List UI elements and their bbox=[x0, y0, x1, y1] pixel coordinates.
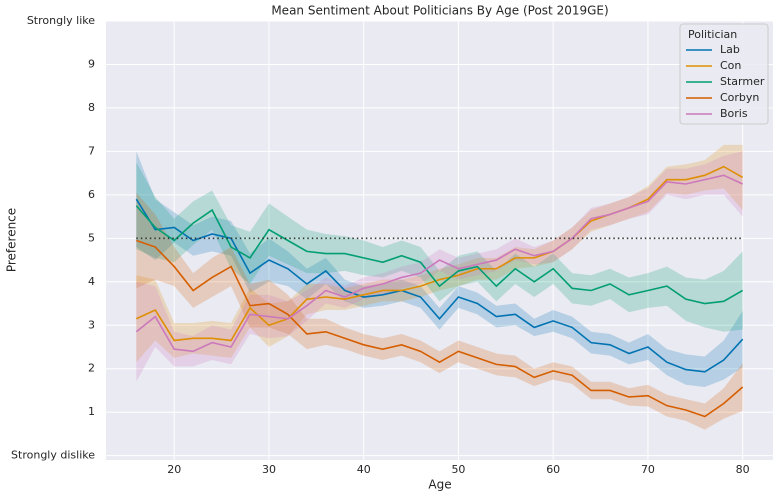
grid bbox=[106, 20, 773, 460]
x-tick-label: 50 bbox=[451, 463, 465, 476]
legend: Lab Con Starmer Corbyn Boris bbox=[686, 43, 765, 120]
x-tick-label: 40 bbox=[357, 463, 371, 476]
x-tick-label: 30 bbox=[262, 463, 276, 476]
series-line bbox=[136, 239, 744, 418]
series-line bbox=[135, 165, 744, 342]
confidence-band bbox=[136, 144, 743, 363]
y-tick-label: 2 bbox=[88, 362, 95, 375]
y-tick-label: 3 bbox=[88, 318, 95, 331]
y-tick-label: 6 bbox=[88, 188, 95, 201]
y-tick-label: 4 bbox=[88, 275, 95, 288]
legend-label: Boris bbox=[720, 107, 748, 120]
series-line bbox=[135, 174, 744, 353]
series-line bbox=[135, 205, 744, 305]
legend-title: Politician bbox=[688, 28, 737, 41]
y-tick-label: Strongly like bbox=[27, 14, 95, 27]
x-tick-label: 60 bbox=[546, 463, 560, 476]
y-tick-label: 7 bbox=[88, 144, 95, 157]
y-tick-label: 9 bbox=[88, 57, 95, 70]
confidence-band bbox=[136, 162, 743, 332]
plot-area bbox=[106, 21, 773, 460]
chart-title: Mean Sentiment About Politicians By Age … bbox=[271, 4, 608, 18]
confidence-band bbox=[136, 151, 743, 382]
y-tick-label: 5 bbox=[88, 231, 95, 244]
y-tick-label: 8 bbox=[88, 101, 95, 114]
confidence-band bbox=[136, 192, 743, 430]
x-tick-label: 70 bbox=[641, 463, 655, 476]
confidence-band bbox=[136, 151, 743, 387]
bands bbox=[136, 144, 743, 430]
y-tick-label: 1 bbox=[88, 405, 95, 418]
legend-box bbox=[679, 23, 769, 125]
legend-label: Con bbox=[720, 59, 741, 72]
x-axis-label: Age bbox=[428, 478, 451, 492]
y-tick-label: Strongly dislike bbox=[11, 449, 95, 462]
lines bbox=[135, 165, 744, 418]
x-tick-label: 20 bbox=[167, 463, 181, 476]
x-tick-label: 80 bbox=[736, 463, 750, 476]
legend-label: Starmer bbox=[720, 75, 765, 88]
y-axis-label: Preference bbox=[5, 208, 19, 272]
legend-label: Corbyn bbox=[720, 91, 759, 104]
legend-label: Lab bbox=[720, 43, 740, 56]
